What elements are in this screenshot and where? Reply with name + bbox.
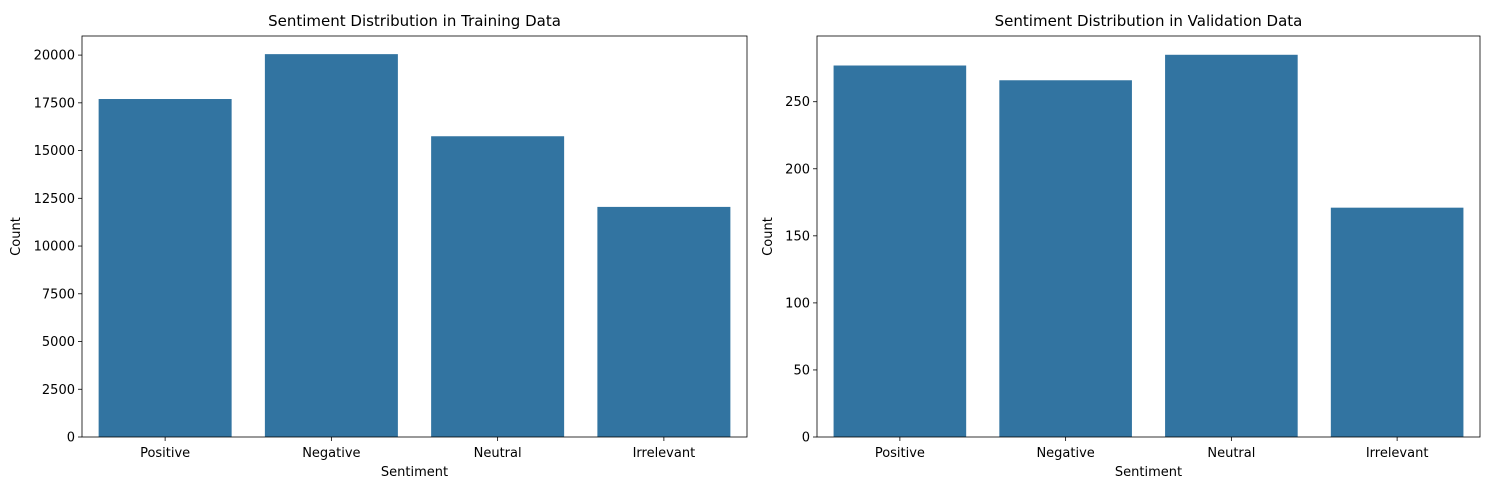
training-bar-neutral (431, 136, 565, 437)
validation-bar-irrelevant (1330, 207, 1464, 437)
training-y-axis-label: Count (9, 217, 24, 256)
training-chart-title: Sentiment Distribution in Training Data (268, 12, 561, 30)
training-x-tick-label-neutral: Neutral (474, 446, 522, 461)
training-bar-irrelevant (597, 206, 731, 437)
validation-x-axis-label: Sentiment (1115, 465, 1182, 480)
validation-y-tick-label: 50 (793, 363, 810, 378)
training-x-tick-label-irrelevant: Irrelevant (633, 446, 696, 461)
training-bar-negative (264, 54, 398, 437)
training-y-tick-label: 10000 (34, 240, 75, 255)
validation-bar-negative (999, 80, 1132, 437)
validation-x-tick-label-irrelevant: Irrelevant (1366, 446, 1429, 461)
training-x-axis-label: Sentiment (381, 465, 448, 480)
training-x-tick-label-negative: Negative (302, 446, 360, 461)
validation-y-axis-label: Count (761, 217, 776, 256)
validation-y-tick-label: 0 (802, 431, 810, 446)
training-bar-positive (98, 99, 232, 437)
validation-bar-positive (833, 65, 967, 437)
training-y-tick-label: 12500 (34, 192, 75, 207)
validation-bar-neutral (1165, 54, 1298, 437)
training-y-tick-label: 17500 (34, 96, 75, 111)
validation-y-tick-label: 150 (785, 229, 810, 244)
validation-x-tick-label-negative: Negative (1036, 446, 1094, 461)
training-x-tick-label-positive: Positive (140, 446, 190, 461)
validation-y-tick-label: 250 (785, 95, 810, 110)
validation-axes-frame (816, 35, 1481, 438)
validation-y-tick-label: 100 (785, 296, 810, 311)
training-y-tick-label: 20000 (34, 49, 75, 64)
validation-x-tick-label-neutral: Neutral (1207, 446, 1255, 461)
training-y-tick-label: 15000 (34, 144, 75, 159)
training-y-tick-label: 2500 (42, 383, 75, 398)
validation-x-tick-label-positive: Positive (875, 446, 925, 461)
training-y-tick-label: 7500 (42, 287, 75, 302)
training-axes-frame (81, 35, 748, 438)
validation-chart: Sentiment Distribution in Validation Dat… (761, 12, 1481, 480)
validation-y-tick-label: 200 (785, 162, 810, 177)
training-y-tick-label: 0 (67, 431, 75, 446)
training-y-tick-label: 5000 (42, 335, 75, 350)
training-chart: Sentiment Distribution in Training Data … (9, 12, 748, 480)
validation-chart-title: Sentiment Distribution in Validation Dat… (995, 12, 1303, 30)
